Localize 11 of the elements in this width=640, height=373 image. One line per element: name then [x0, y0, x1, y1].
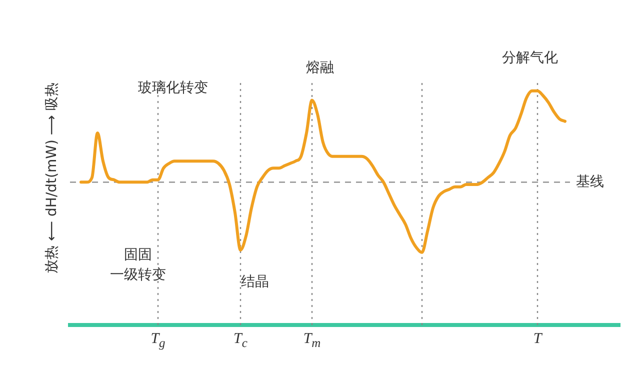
text: 分解气化 [502, 49, 558, 68]
ref-line-label: 基线 [576, 173, 604, 192]
x-tick-label: T$_{g}$ [150, 331, 166, 351]
y-axis-title: 放热 ⟵ dH/dt(mW) ⟶ 吸热 [43, 82, 61, 273]
text: 熔融 [306, 59, 334, 78]
annotation: 结晶 [241, 273, 269, 292]
annotation: 玻璃化转变 [138, 79, 208, 98]
x-tick-label: T$_{c}$ [234, 331, 248, 351]
x-tick-label: T$_{m}$ [303, 331, 321, 351]
x-tick-label: T [533, 331, 542, 348]
annotation: 固固一级转变 [110, 246, 166, 285]
